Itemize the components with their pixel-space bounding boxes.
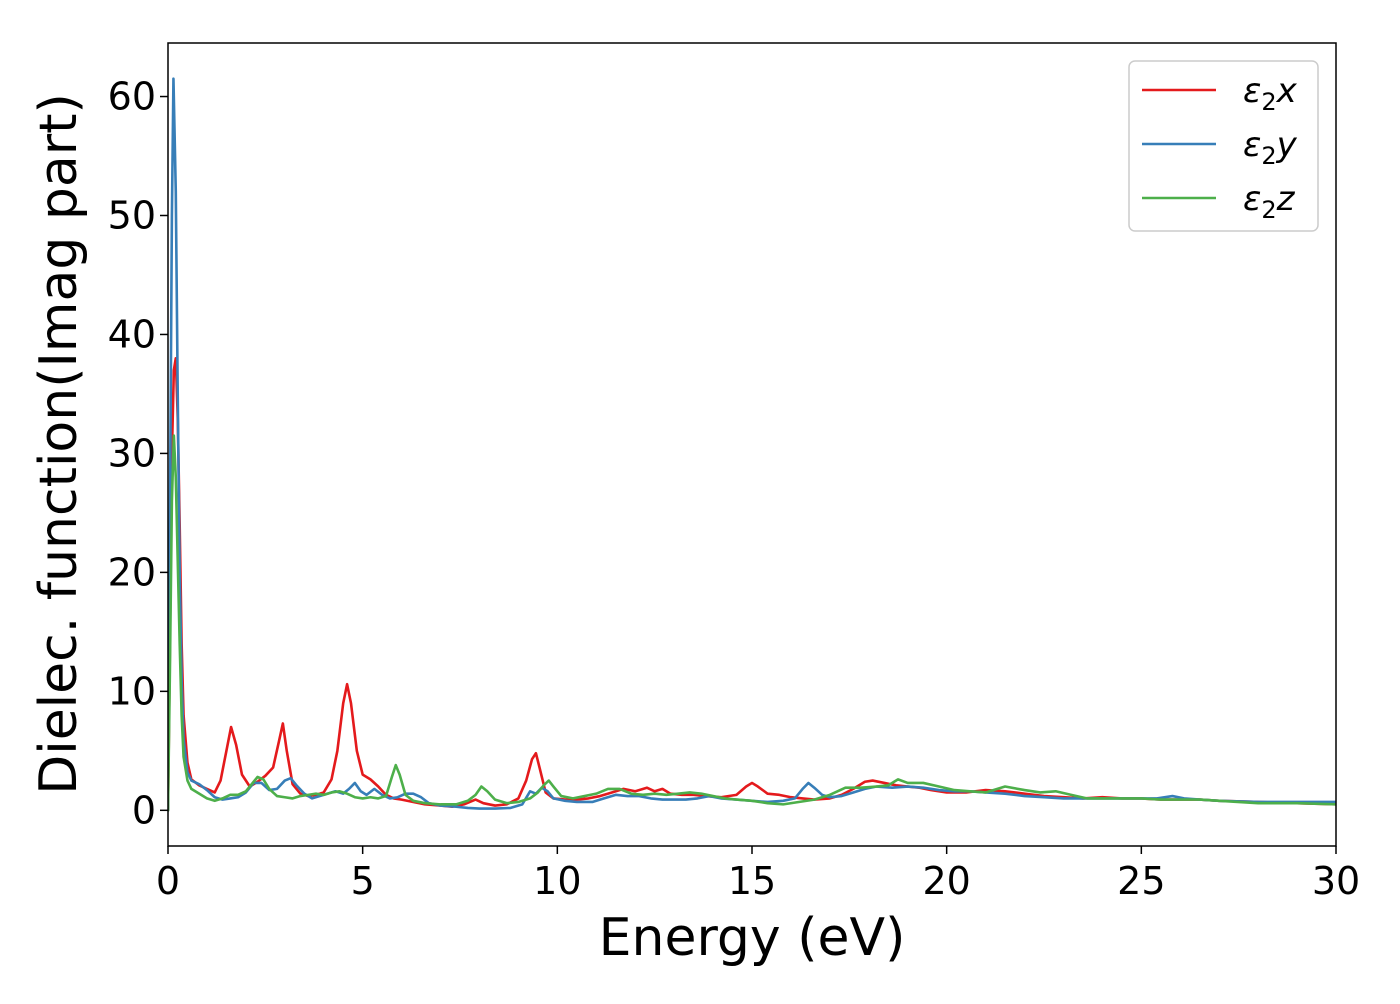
y-tick-label: 0: [132, 788, 156, 832]
y-tick-label: 30: [108, 431, 156, 475]
legend-label-x: ε2x: [1243, 71, 1298, 116]
legend-box: [1128, 60, 1319, 232]
x-tick-label: 20: [922, 859, 970, 903]
legend-label-z: ε2z: [1243, 179, 1296, 224]
y-tick-label: 20: [108, 550, 156, 594]
x-tick-label: 25: [1117, 859, 1165, 903]
y-axis-label: Dielec. function(Imag part): [29, 93, 89, 795]
x-axis-ticks: 0 5 10 15 20 25 30: [156, 846, 1360, 903]
x-tick-label: 15: [728, 859, 776, 903]
series-line-x: [168, 356, 1336, 812]
series-line-z: [168, 434, 1336, 812]
x-tick-label: 10: [533, 859, 581, 903]
y-tick-label: 40: [108, 312, 156, 356]
y-tick-label: 50: [108, 193, 156, 237]
y-tick-label: 60: [108, 75, 156, 119]
legend: ε2x ε2y ε2z: [1128, 60, 1319, 232]
legend-label-y: ε2y: [1243, 125, 1298, 170]
x-tick-label: 5: [351, 859, 375, 903]
x-tick-label: 30: [1312, 859, 1360, 903]
y-axis-ticks: 0 10 20 30 40 50 60: [108, 75, 168, 832]
series-layer: [168, 77, 1336, 812]
x-tick-label: 0: [156, 859, 180, 903]
x-axis-label: Energy (eV): [599, 908, 906, 968]
y-tick-label: 10: [108, 669, 156, 713]
